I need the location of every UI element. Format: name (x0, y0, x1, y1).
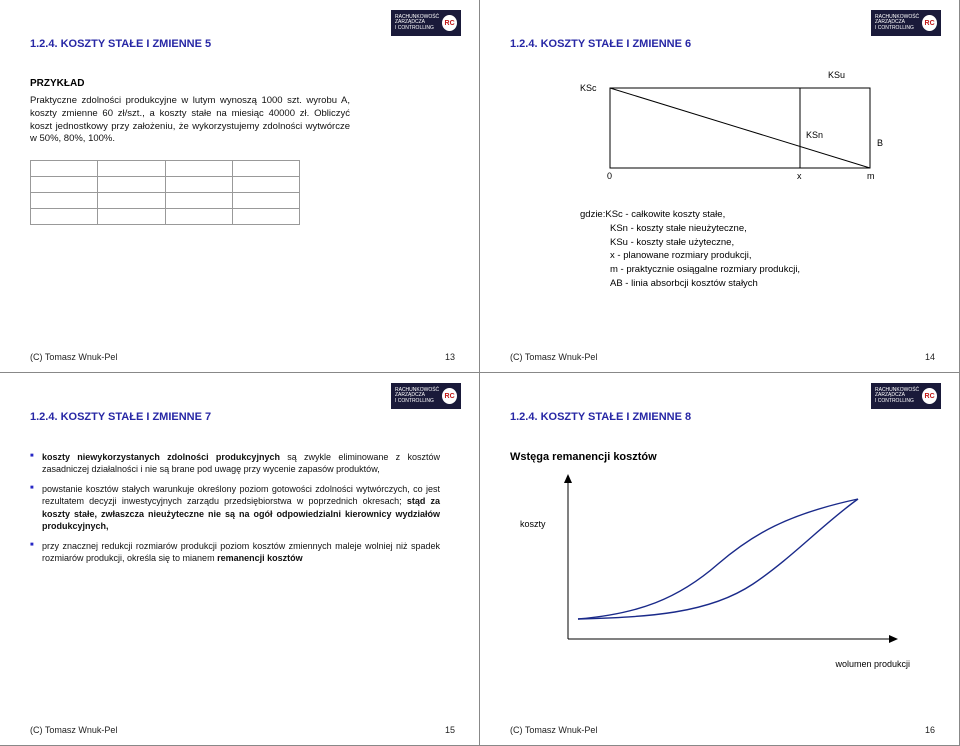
example-body: Praktyczne zdolności produkcyjne w lutym… (30, 95, 350, 146)
slide-title: 1.2.4. KOSZTY STAŁE I ZMIENNE 7 (30, 411, 455, 423)
slide-title: 1.2.4. KOSZTY STAŁE I ZMIENNE 8 (510, 411, 935, 423)
legend-block: gdzie:KSc - całkowite koszty stałe, KSn … (580, 208, 935, 291)
slide-3: RACHUNKOWOŚĆ ZARZĄDCZA I CONTROLLING RC … (0, 373, 480, 746)
label-m: m (867, 171, 875, 181)
label-ksc: KSc (580, 83, 597, 93)
label-b: B (877, 138, 883, 148)
brand-logo: RACHUNKOWOŚĆ ZARZĄDCZA I CONTROLLING RC (391, 383, 461, 409)
slide-1: RACHUNKOWOŚĆ ZARZĄDCZA I CONTROLLING RC … (0, 0, 480, 373)
remanence-chart: koszty wolumen produkcji (520, 469, 920, 669)
label-ksu: KSu (828, 70, 845, 80)
logo-mark: RC (442, 15, 457, 31)
chart-svg (558, 469, 918, 659)
example-heading: PRZYKŁAD (30, 78, 455, 89)
bullet-3: przy znacznej redukcji rozmiarów produkc… (30, 540, 440, 564)
slide-footer: (C) Tomasz Wnuk-Pel 14 (510, 352, 935, 362)
slide-grid: RACHUNKOWOŚĆ ZARZĄDCZA I CONTROLLING RC … (0, 0, 960, 746)
footer-author: (C) Tomasz Wnuk-Pel (30, 352, 117, 362)
footer-page: 13 (445, 352, 455, 362)
bullet-2: powstanie kosztów stałych warunkuje okre… (30, 483, 440, 532)
slide-2: RACHUNKOWOŚĆ ZARZĄDCZA I CONTROLLING RC … (480, 0, 960, 373)
brand-logo: RACHUNKOWOŚĆ ZARZĄDCZA I CONTROLLING RC (871, 383, 941, 409)
slide-footer: (C) Tomasz Wnuk-Pel 16 (510, 725, 935, 735)
label-x: x (797, 171, 802, 181)
x-axis-label: wolumen produkcji (835, 659, 910, 669)
logo-line3: I CONTROLLING (395, 26, 439, 32)
slide-footer: (C) Tomasz Wnuk-Pel 15 (30, 725, 455, 735)
bullet-list: koszty niewykorzystanych zdolności produ… (30, 451, 440, 564)
diagram-svg (580, 78, 910, 198)
brand-logo: RACHUNKOWOŚĆ ZARZĄDCZA I CONTROLLING RC (391, 10, 461, 36)
brand-logo: RACHUNKOWOŚĆ ZARZĄDCZA I CONTROLLING RC (871, 10, 941, 36)
label-ksn: KSn (806, 130, 823, 140)
chart-heading: Wstęga remanencji kosztów (510, 451, 935, 463)
slide-4: RACHUNKOWOŚĆ ZARZĄDCZA I CONTROLLING RC … (480, 373, 960, 746)
cost-diagram: KSc KSu KSn B 0 x m (580, 78, 910, 198)
y-axis-label: koszty (520, 519, 546, 529)
slide-title: 1.2.4. KOSZTY STAŁE I ZMIENNE 5 (30, 38, 455, 50)
slide-footer: (C) Tomasz Wnuk-Pel 13 (30, 352, 455, 362)
bullet-1: koszty niewykorzystanych zdolności produ… (30, 451, 440, 475)
slide-title: 1.2.4. KOSZTY STAŁE I ZMIENNE 6 (510, 38, 935, 50)
legend-intro: gdzie: (580, 209, 605, 220)
blank-table (30, 160, 300, 225)
label-zero: 0 (607, 171, 612, 181)
